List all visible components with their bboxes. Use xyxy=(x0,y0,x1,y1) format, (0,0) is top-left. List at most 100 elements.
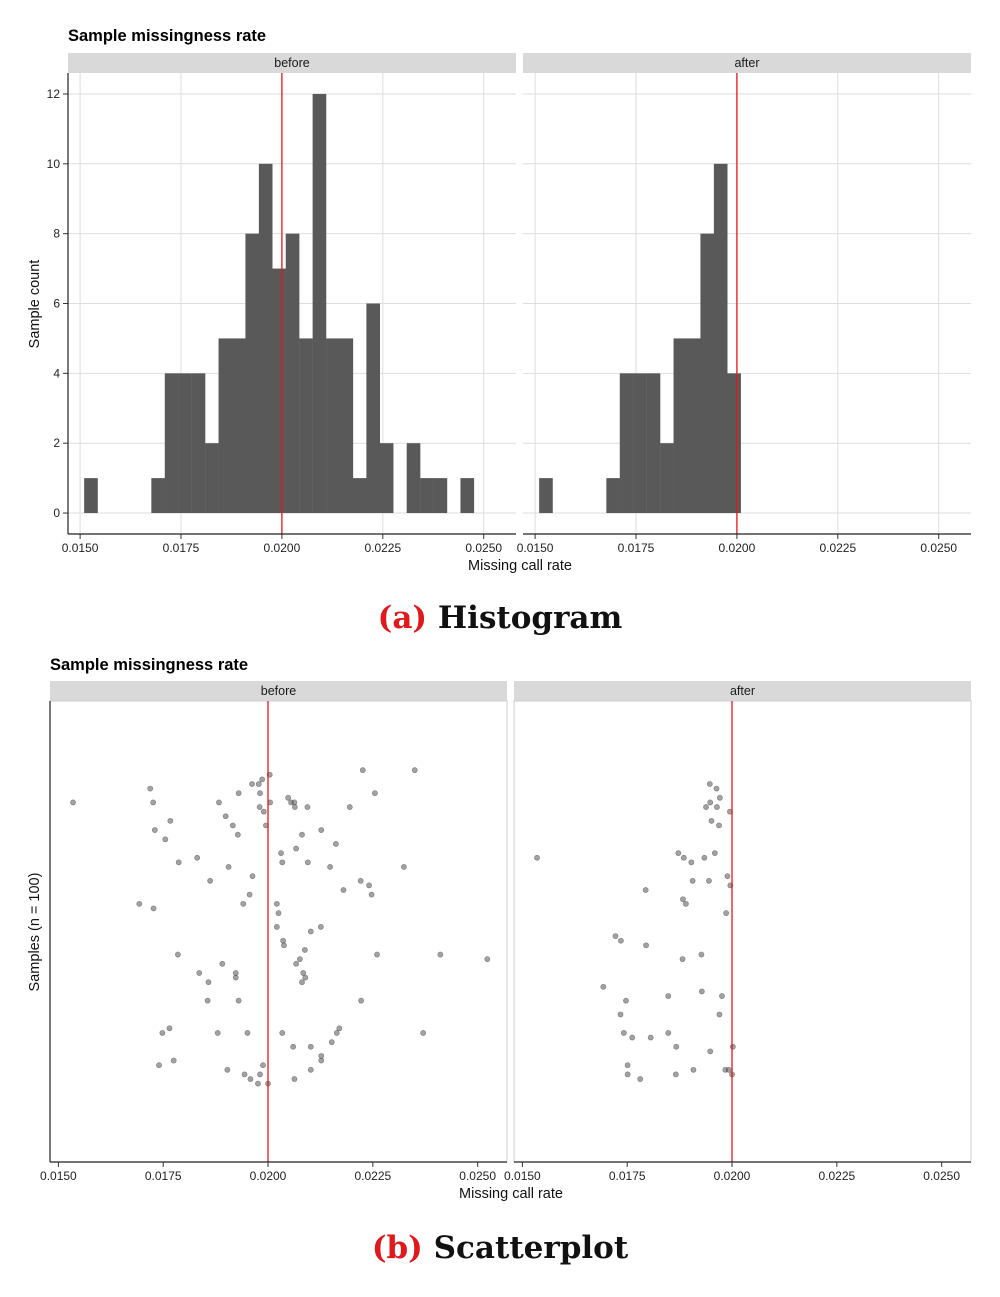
scatter-point xyxy=(167,817,174,824)
scatter-point xyxy=(216,799,222,806)
x-tick-label: 0.0225 xyxy=(354,1169,391,1183)
scatter-point xyxy=(713,785,720,792)
histogram-bar xyxy=(272,268,286,514)
scatter-point xyxy=(723,910,730,916)
scatter-point xyxy=(204,997,211,1004)
scatter-point xyxy=(707,1048,714,1055)
scatter-point xyxy=(249,873,256,880)
histogram-bar xyxy=(178,373,192,514)
scatter-point xyxy=(151,827,158,833)
y-tick-label: 8 xyxy=(53,227,60,241)
scatter-ylabel: Samples (n = 100) xyxy=(27,873,43,992)
histogram-bar xyxy=(191,373,206,514)
scatter-point xyxy=(175,859,182,866)
scatter-point xyxy=(260,1062,266,1069)
scatter-point xyxy=(170,1057,177,1064)
histogram-bar xyxy=(218,338,233,514)
scatter-point xyxy=(708,817,715,824)
histogram-panel-after: after 0.0150 0.0175 0.0200 0.0225 0.0250 xyxy=(517,53,971,555)
scatter-point xyxy=(278,850,284,857)
scatter-point xyxy=(194,854,201,861)
histogram-bar xyxy=(231,338,246,514)
scatter-point xyxy=(299,979,305,986)
x-tick-label: 0.0150 xyxy=(517,541,554,555)
facet-label: before xyxy=(261,684,296,698)
scatter-point xyxy=(156,1062,162,1069)
x-tick-label: 0.0150 xyxy=(504,1169,541,1183)
caption-histogram: (a) Histogram xyxy=(0,600,1000,636)
scatter-point xyxy=(307,1043,314,1050)
scatter-point xyxy=(318,827,325,833)
histogram-bar xyxy=(686,338,701,514)
histogram-bar xyxy=(258,163,273,514)
scatter-point xyxy=(358,997,364,1004)
x-tick-label: 0.0250 xyxy=(923,1169,960,1183)
scatter-point xyxy=(374,951,380,958)
x-tick-label: 0.0150 xyxy=(62,541,99,555)
scatter-point xyxy=(629,1034,636,1041)
scatter-point xyxy=(225,864,232,870)
scatter-point xyxy=(679,956,686,963)
scatter-point xyxy=(623,997,629,1004)
scatter-point xyxy=(296,956,303,963)
scatter-point xyxy=(706,781,713,787)
scatter-point xyxy=(714,804,720,810)
scatter-point xyxy=(617,1011,624,1018)
scatter-point xyxy=(235,790,242,797)
scatter-point xyxy=(260,808,267,815)
scatter-point xyxy=(411,767,418,774)
histogram-panels: before 0.0150 0.0175 0.0200 0.0225 0.0250 0 2 4 6… xyxy=(47,53,971,555)
scatter-point xyxy=(293,845,300,852)
scatter-point xyxy=(624,1062,631,1069)
scatter-point xyxy=(716,822,722,829)
scatter-point xyxy=(290,1043,297,1050)
scatter-point xyxy=(724,873,731,880)
scatter-point xyxy=(612,933,619,940)
y-tick-label: 2 xyxy=(53,436,60,450)
y-tick-label: 0 xyxy=(53,506,60,520)
scatter-point xyxy=(366,882,372,889)
scatter-point xyxy=(600,983,607,990)
histogram-bar xyxy=(606,478,620,514)
scatter-point xyxy=(357,877,364,884)
scatter-point xyxy=(327,864,333,870)
scatter-point xyxy=(162,836,169,843)
histogram-bar xyxy=(420,478,434,514)
y-tick-label: 10 xyxy=(47,157,61,171)
histogram-bar xyxy=(352,478,367,514)
scatter-point xyxy=(224,1066,231,1073)
scatter-point xyxy=(420,1030,427,1036)
x-tick-label: 0.0175 xyxy=(163,541,200,555)
scatter-point xyxy=(729,1043,736,1050)
scatter-point xyxy=(680,896,686,903)
scatter-point xyxy=(672,1071,679,1078)
y-tick-label: 4 xyxy=(53,366,60,380)
scatter-point xyxy=(257,790,263,797)
histogram-bar xyxy=(312,93,327,514)
scatter-point xyxy=(275,910,282,916)
scatter-point xyxy=(665,993,672,999)
scatter-point xyxy=(328,1039,335,1046)
scatter-point xyxy=(256,804,263,810)
x-tick-label: 0.0150 xyxy=(40,1169,77,1183)
scatter-point xyxy=(688,859,695,866)
scatter-xlabel: Missing call rate xyxy=(459,1186,563,1202)
scatter-point xyxy=(207,877,214,884)
scatter-point xyxy=(219,960,226,967)
scatter-point xyxy=(716,794,723,801)
histogram-bar xyxy=(700,233,715,514)
scatter-point xyxy=(304,804,311,810)
histogram-bar xyxy=(205,443,219,514)
caption-text-b: Scatterplot xyxy=(433,1230,629,1266)
scatter-point xyxy=(302,974,309,981)
scatter-point xyxy=(706,877,712,884)
histogram-bar xyxy=(326,338,340,514)
scatter-title: Sample missingness rate xyxy=(50,656,248,674)
scatter-point xyxy=(214,1030,221,1036)
x-tick-label: 0.0200 xyxy=(714,1169,751,1183)
x-tick-label: 0.0175 xyxy=(618,541,655,555)
scatter-point xyxy=(240,900,247,907)
histogram-bar xyxy=(727,373,741,514)
histogram-bar xyxy=(285,233,300,514)
